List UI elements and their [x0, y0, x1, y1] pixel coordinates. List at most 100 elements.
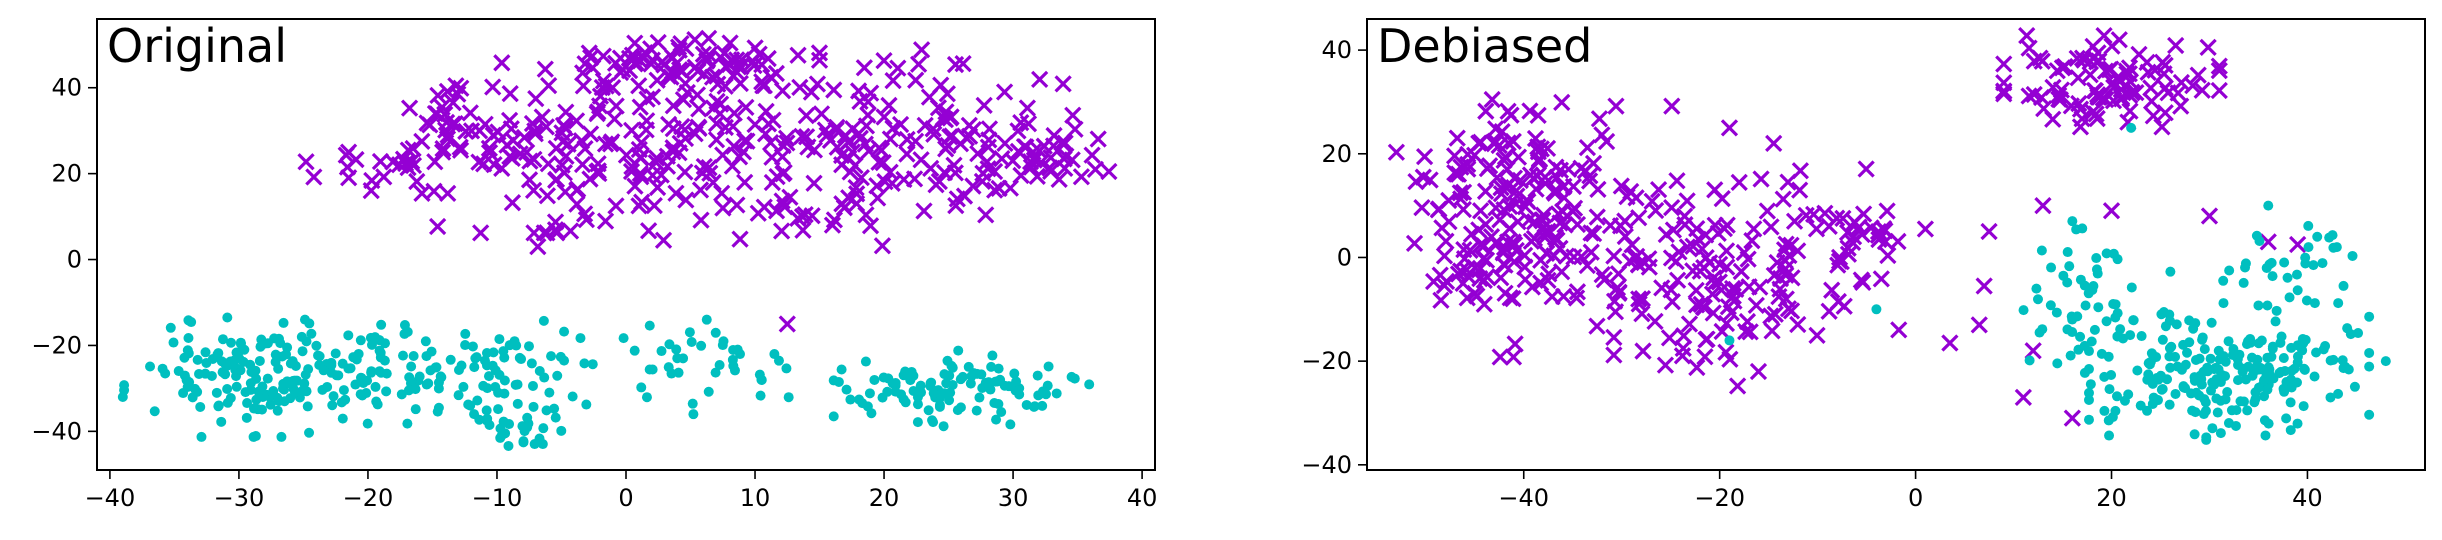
dot-point-debiased [2317, 258, 2328, 269]
x-point-debiased [1715, 220, 1734, 238]
x-point-debiased [1621, 252, 1639, 270]
dot-point-original [195, 401, 206, 412]
x-point-original [518, 143, 536, 161]
x-point-original [568, 181, 586, 199]
dot-point-original [453, 365, 464, 376]
x-point-debiased [1850, 218, 1868, 236]
dot-point-debiased [2157, 384, 2168, 395]
dot-point-original [322, 381, 333, 392]
x-point-original [575, 205, 594, 223]
dot-point-original [421, 379, 432, 390]
dot-point-original [494, 369, 505, 380]
x-point-debiased [2063, 409, 2081, 427]
x-point-original [426, 104, 445, 123]
x-point-original [553, 124, 571, 142]
x-point-debiased [1407, 173, 1425, 191]
x-point-original [939, 136, 957, 155]
x-point-debiased [1834, 209, 1852, 228]
x-point-debiased [1440, 213, 1458, 231]
x-point-original [540, 76, 558, 95]
x-point-debiased [1674, 339, 1692, 358]
x-point-original [692, 211, 710, 229]
x-point-debiased [1595, 271, 1613, 289]
dot-point-debiased [2112, 331, 2123, 342]
x-point-original [954, 55, 972, 73]
dot-point-original [493, 404, 504, 415]
dot-point-original [262, 338, 273, 349]
dot-point-original [512, 398, 523, 409]
dot-point-original [225, 392, 236, 403]
x-point-debiased [1538, 139, 1557, 158]
dot-point-debiased [2233, 375, 2244, 386]
x-point-debiased [1516, 270, 1534, 289]
dot-point-original [963, 361, 974, 372]
dot-point-debiased [2089, 324, 2100, 335]
dot-point-debiased [2206, 317, 2217, 328]
dot-point-original [947, 379, 958, 390]
dot-point-original [119, 380, 130, 391]
dot-point-original [168, 337, 179, 348]
x-point-debiased [1448, 129, 1466, 147]
x-point-original [561, 222, 580, 240]
x-point-debiased [1776, 260, 1795, 278]
x-point-debiased [1741, 323, 1759, 341]
dot-point-original [836, 364, 847, 375]
dot-point-original [366, 367, 377, 378]
x-point-original [797, 128, 816, 146]
dot-point-original [666, 368, 677, 379]
dot-point-original [671, 344, 682, 355]
dot-point-original [900, 397, 911, 408]
x-point-original [526, 125, 544, 143]
x-point-original [607, 197, 625, 215]
x-point-original [639, 222, 658, 240]
x-point-original [686, 30, 704, 49]
x-point-original [1089, 130, 1107, 148]
dot-point-debiased [2151, 373, 2162, 384]
dot-point-original [453, 390, 464, 401]
x-point-original [643, 88, 662, 106]
dot-point-original [200, 368, 211, 379]
x-point-debiased [1477, 251, 1496, 269]
x-point-original [503, 194, 522, 212]
dot-point-debiased [2200, 397, 2211, 408]
x-point-original [1004, 152, 1022, 170]
dot-point-original [534, 433, 545, 444]
dot-point-original [965, 378, 976, 389]
dot-point-original [179, 352, 190, 363]
dot-point-original [241, 412, 252, 423]
dot-point-debiased [2083, 414, 2094, 425]
dot-point-original [546, 351, 557, 362]
dot-point-original [710, 367, 721, 378]
x-point-original [1100, 162, 1118, 181]
x-point-debiased [1465, 146, 1484, 164]
x-point-debiased [1693, 240, 1711, 258]
dot-point-original [375, 347, 386, 358]
dot-point-original [687, 398, 698, 409]
dot-point-debiased [2126, 282, 2137, 293]
x-point-original [1040, 159, 1059, 177]
x-point-debiased [1546, 228, 1565, 247]
x-point-debiased [1553, 93, 1571, 111]
x-point-debiased [2044, 110, 2062, 128]
x-point-original [948, 190, 966, 208]
plot-title-debiased: Debiased [1377, 19, 1592, 73]
x-point-original [632, 168, 650, 186]
dot-point-original [939, 369, 950, 380]
dot-point-original [239, 344, 250, 355]
x-point-debiased [1555, 189, 1573, 207]
dot-point-original [957, 371, 968, 382]
x-point-debiased [1749, 362, 1768, 381]
dot-point-debiased [2245, 333, 2256, 344]
dot-point-original [231, 381, 242, 392]
dot-point-original [285, 393, 296, 404]
x-point-original [297, 153, 315, 171]
dot-point-debiased [2285, 425, 2296, 436]
x-point-original [711, 105, 729, 123]
dot-point-original [986, 361, 997, 372]
dot-point-debiased [2262, 352, 2273, 363]
x-point-debiased [1738, 312, 1757, 331]
x-point-debiased [1505, 169, 1524, 187]
dot-point-original [559, 326, 570, 337]
x-point-debiased [1664, 221, 1683, 239]
dot-point-original [398, 350, 409, 361]
